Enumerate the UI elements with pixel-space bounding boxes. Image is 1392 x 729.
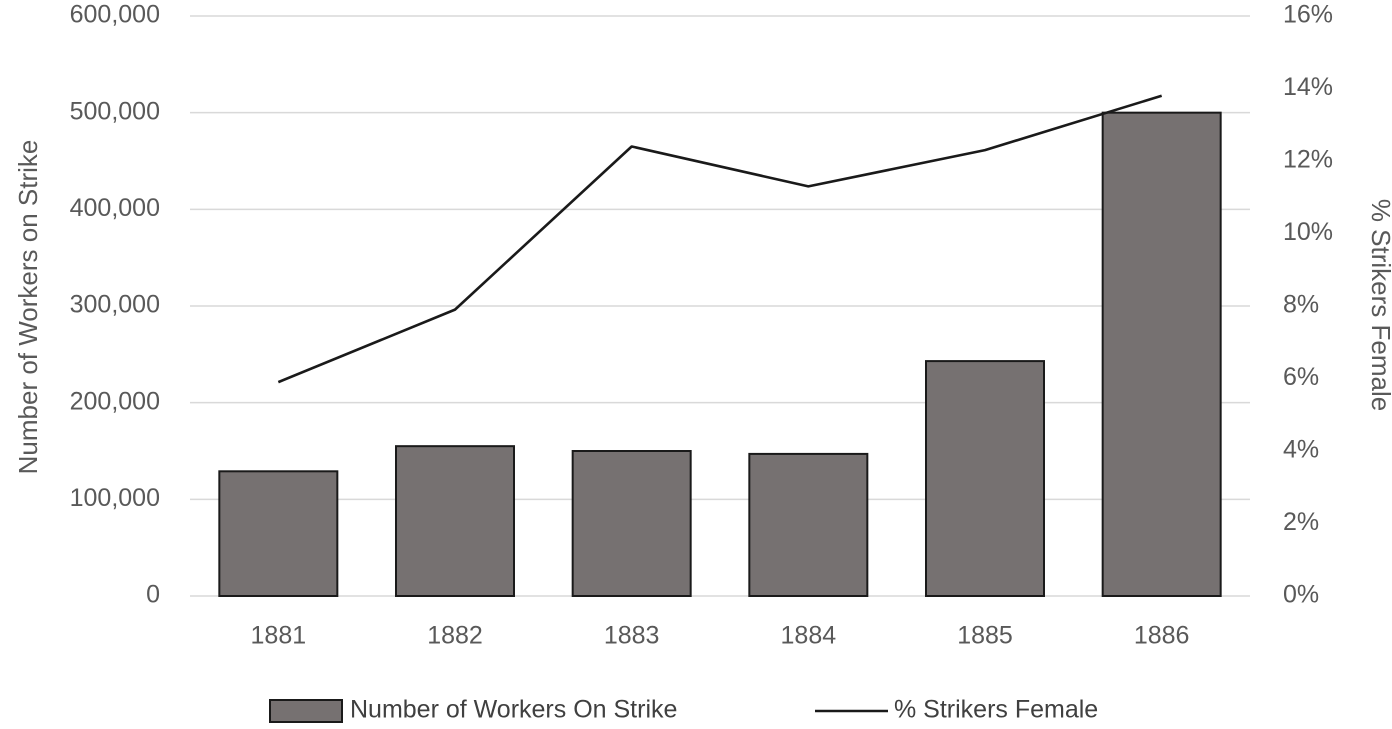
bar — [571, 450, 692, 597]
series-line — [277, 94, 1163, 384]
bar — [395, 445, 515, 597]
bar — [218, 470, 339, 597]
right-tick-label: 10% — [1283, 218, 1333, 246]
legend-bar-swatch — [269, 699, 343, 723]
left-axis-ticks: 0 100,000 200,000 300,000 400,000 500,000 600,… — [70, 1, 160, 609]
x-tick-label: 1881 — [251, 622, 307, 650]
x-tick-label: 1886 — [1134, 622, 1190, 650]
legend: Number of Workers On Strike % Strikers F… — [269, 696, 1098, 724]
left-tick-label: 300,000 — [70, 291, 160, 319]
left-axis-title: Number of Workers on Strike — [13, 140, 43, 475]
left-tick-label: 200,000 — [70, 387, 160, 415]
bar — [748, 452, 869, 597]
left-tick-label: 0 — [146, 581, 160, 609]
x-axis-ticks: 1881 1882 1883 1884 1885 1886 — [251, 622, 1190, 650]
right-tick-label: 12% — [1283, 146, 1333, 174]
left-tick-label: 100,000 — [70, 484, 160, 512]
bar — [925, 360, 1045, 597]
right-tick-label: 8% — [1283, 291, 1319, 319]
legend-bar-label: Number of Workers On Strike — [350, 696, 677, 724]
legend-line-label: % Strikers Female — [894, 696, 1098, 724]
right-tick-label: 14% — [1283, 73, 1333, 101]
bar-series — [218, 111, 1222, 598]
right-tick-label: 16% — [1283, 1, 1333, 29]
right-tick-label: 0% — [1283, 581, 1319, 609]
right-axis-title: % Strikers Female — [1366, 199, 1392, 411]
x-tick-label: 1883 — [604, 622, 660, 650]
left-tick-label: 400,000 — [70, 194, 160, 222]
right-tick-label: 2% — [1283, 508, 1319, 536]
left-tick-label: 600,000 — [70, 1, 160, 29]
bar — [1101, 111, 1222, 598]
right-tick-label: 4% — [1283, 436, 1319, 464]
x-tick-label: 1884 — [781, 622, 837, 650]
left-tick-label: 500,000 — [70, 97, 160, 125]
gridlines — [190, 15, 1250, 597]
right-tick-label: 6% — [1283, 363, 1319, 391]
x-tick-label: 1882 — [427, 622, 483, 650]
x-tick-label: 1885 — [957, 622, 1013, 650]
line-series — [277, 94, 1163, 384]
right-axis-ticks: 0% 2% 4% 6% 8% 10% 12% 14% 16% — [1283, 1, 1333, 609]
